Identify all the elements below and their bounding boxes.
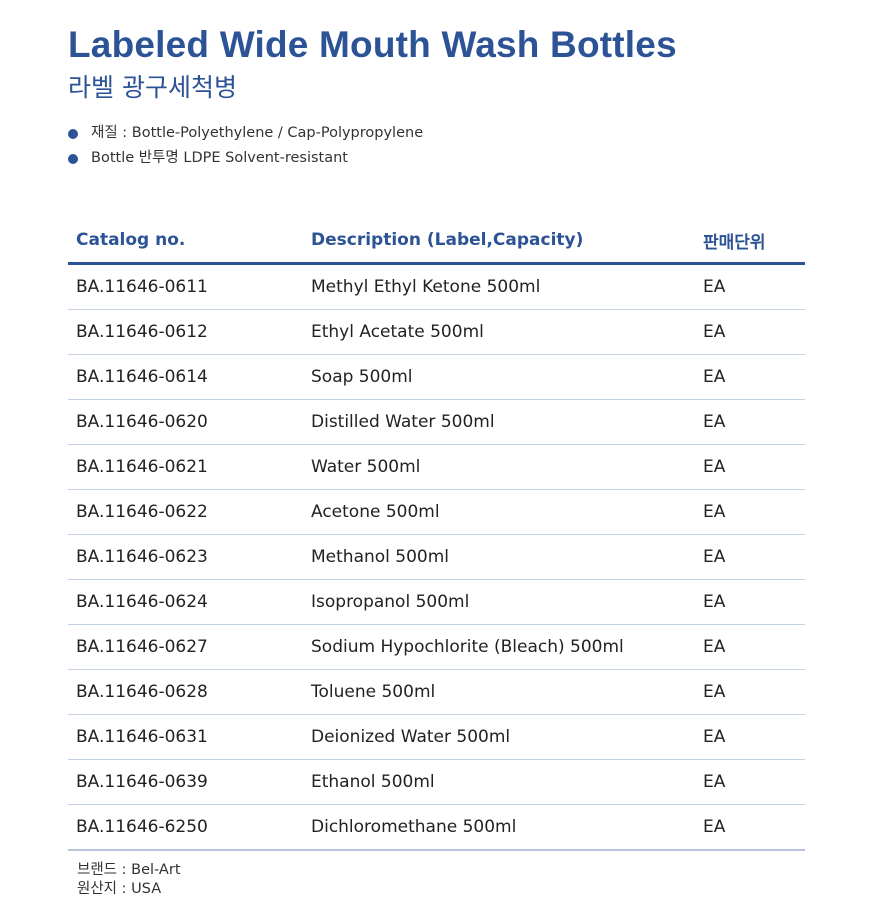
unit-cell: EA — [695, 263, 805, 310]
unit-cell: EA — [695, 759, 805, 805]
description-cell: Ethyl Acetate 500ml — [303, 309, 695, 355]
table-row: BA.11646-0622 Acetone 500ml EA — [68, 489, 805, 535]
catalog-number-cell: BA.11646-0628 — [68, 669, 303, 715]
table-row: BA.11646-0623 Methanol 500ml EA — [68, 534, 805, 580]
unit-cell: EA — [695, 804, 805, 851]
column-header-description: Description (Label,Capacity) — [303, 218, 695, 265]
catalog-number-cell: BA.11646-0620 — [68, 399, 303, 445]
table-row: BA.11646-0620 Distilled Water 500ml EA — [68, 399, 805, 445]
table-row: BA.11646-0611 Methyl Ethyl Ketone 500ml EA — [68, 263, 805, 310]
catalog-number-cell: BA.11646-0639 — [68, 759, 303, 805]
table-header-row: Catalog no. Description (Label,Capacity)… — [68, 218, 805, 265]
unit-cell: EA — [695, 309, 805, 355]
spec-item: Bottle 반투명 LDPE Solvent-resistant — [68, 146, 423, 171]
unit-cell: EA — [695, 669, 805, 715]
spec-item: 재질 : Bottle-Polyethylene / Cap-Polypropy… — [68, 121, 423, 146]
footer-info: 브랜드 : Bel-Art 원산지 : USA — [77, 861, 181, 899]
description-cell: Methanol 500ml — [303, 534, 695, 580]
table-row: BA.11646-0624 Isopropanol 500ml EA — [68, 579, 805, 625]
description-cell: Acetone 500ml — [303, 489, 695, 535]
table-row: BA.11646-6250 Dichloromethane 500ml EA — [68, 804, 805, 851]
catalog-number-cell: BA.11646-0624 — [68, 579, 303, 625]
product-table: Catalog no. Description (Label,Capacity)… — [68, 218, 805, 851]
unit-cell: EA — [695, 399, 805, 445]
description-cell: Dichloromethane 500ml — [303, 804, 695, 851]
table-row: BA.11646-0627 Sodium Hypochlorite (Bleach… — [68, 624, 805, 670]
description-cell: Soap 500ml — [303, 354, 695, 400]
catalog-number-cell: BA.11646-6250 — [68, 804, 303, 851]
spec-material: 재질 : Bottle-Polyethylene / Cap-Polypropy… — [91, 125, 424, 141]
table-row: BA.11646-0639 Ethanol 500ml EA — [68, 759, 805, 805]
spec-bottle-type: Bottle 반투명 LDPE Solvent-resistant — [91, 150, 348, 166]
table-row: BA.11646-0628 Toluene 500ml EA — [68, 669, 805, 715]
catalog-number-cell: BA.11646-0623 — [68, 534, 303, 580]
catalog-number-cell: BA.11646-0612 — [68, 309, 303, 355]
table-row: BA.11646-0631 Deionized Water 500ml EA — [68, 714, 805, 760]
description-cell: Isopropanol 500ml — [303, 579, 695, 625]
catalog-number-cell: BA.11646-0622 — [68, 489, 303, 535]
catalog-number-cell: BA.11646-0621 — [68, 444, 303, 490]
unit-cell: EA — [695, 579, 805, 625]
spec-list: 재질 : Bottle-Polyethylene / Cap-Polypropy… — [68, 121, 423, 171]
unit-cell: EA — [695, 354, 805, 400]
description-cell: Distilled Water 500ml — [303, 399, 695, 445]
origin-label: 원산지 : USA — [77, 881, 162, 897]
table-row: BA.11646-0621 Water 500ml EA — [68, 444, 805, 490]
brand-label: 브랜드 : Bel-Art — [77, 862, 181, 878]
catalog-number-cell: BA.11646-0627 — [68, 624, 303, 670]
description-cell: Methyl Ethyl Ketone 500ml — [303, 263, 695, 310]
table-row: BA.11646-0612 Ethyl Acetate 500ml EA — [68, 309, 805, 355]
description-cell: Sodium Hypochlorite (Bleach) 500ml — [303, 624, 695, 670]
catalog-number-cell: BA.11646-0614 — [68, 354, 303, 400]
table-row: BA.11646-0614 Soap 500ml EA — [68, 354, 805, 400]
page-title: Labeled Wide Mouth Wash Bottles — [68, 24, 677, 65]
catalog-number-cell: BA.11646-0631 — [68, 714, 303, 760]
page-subtitle: 라벨 광구세척병 — [68, 73, 237, 102]
unit-cell: EA — [695, 489, 805, 535]
bullet-icon — [68, 128, 78, 139]
product-table-body: BA.11646-0611 Methyl Ethyl Ketone 500ml EA… — [68, 263, 805, 851]
catalog-number-cell: BA.11646-0611 — [68, 263, 303, 310]
description-cell: Ethanol 500ml — [303, 759, 695, 805]
unit-cell: EA — [695, 534, 805, 580]
unit-cell: EA — [695, 624, 805, 670]
column-header-unit: 판매단위 — [695, 218, 805, 265]
column-header-catalog: Catalog no. — [68, 218, 303, 265]
description-cell: Deionized Water 500ml — [303, 714, 695, 760]
unit-cell: EA — [695, 714, 805, 760]
unit-cell: EA — [695, 444, 805, 490]
description-cell: Water 500ml — [303, 444, 695, 490]
bullet-icon — [68, 153, 78, 164]
description-cell: Toluene 500ml — [303, 669, 695, 715]
